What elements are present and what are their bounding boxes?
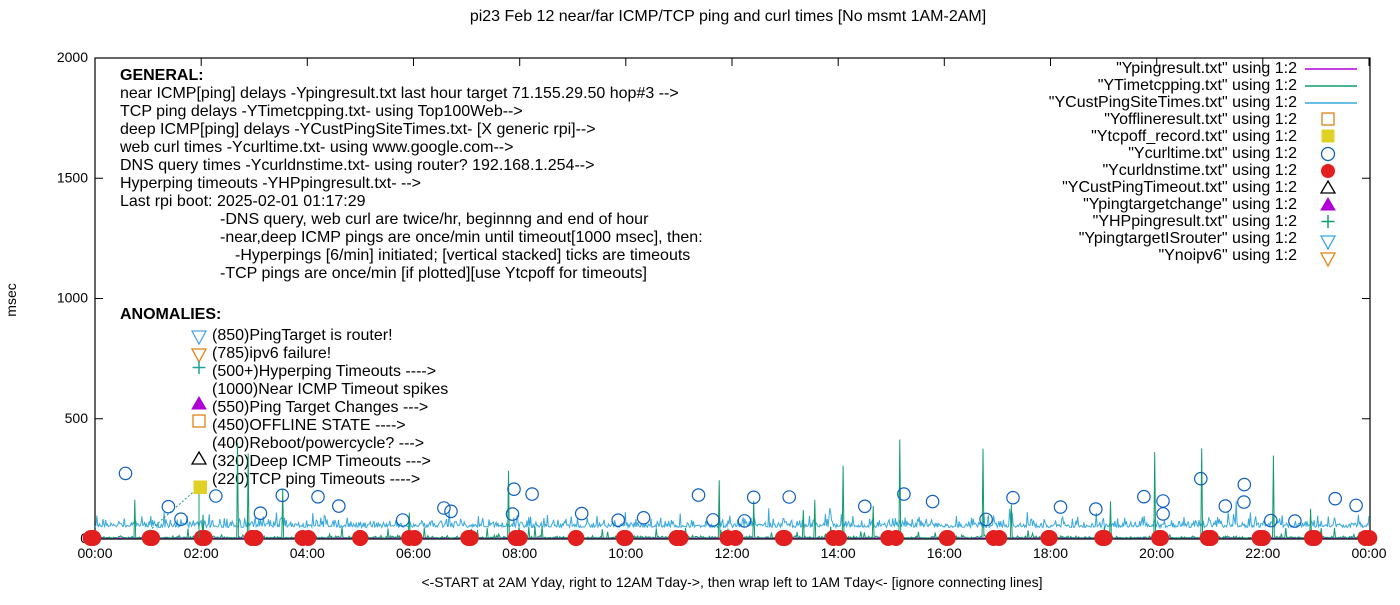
svg-text:(220)TCP ping Timeouts ---->: (220)TCP ping Timeouts ----> [212,471,420,488]
svg-text:-TCP pings are once/min [if pl: -TCP pings are once/min [if plotted][use… [220,265,647,282]
svg-text:2000: 2000 [57,49,88,65]
svg-text:"YHPpingresult.txt" using 1:2: "YHPpingresult.txt" using 1:2 [1093,213,1297,230]
svg-text:"Ynoipv6" using 1:2: "Ynoipv6" using 1:2 [1158,247,1297,264]
svg-text:TCP ping delays -YTimetcpping.: TCP ping delays -YTimetcpping.txt- using… [120,103,523,120]
svg-text:(850)PingTarget is router!: (850)PingTarget is router! [212,327,393,344]
svg-text:(320)Deep ICMP Timeouts --->: (320)Deep ICMP Timeouts ---> [212,453,431,470]
svg-text:12:00: 12:00 [714,545,749,561]
svg-text:16:00: 16:00 [927,545,962,561]
svg-text:web curl times -Ycurltime.txt-: web curl times -Ycurltime.txt- using www… [119,139,513,156]
svg-text:-near,deep ICMP pings are once: -near,deep ICMP pings are once/min until… [220,229,703,246]
svg-text:pi23 Feb 12 near/far ICMP/TCP: pi23 Feb 12 near/far ICMP/TCP ping and c… [470,8,986,25]
svg-text:18:00: 18:00 [1033,545,1068,561]
svg-text:04:00: 04:00 [290,545,325,561]
svg-text:(1000)Near ICMP Timeout spikes: (1000)Near ICMP Timeout spikes [212,381,448,398]
svg-text:"YTimetcpping.txt" using 1:2: "YTimetcpping.txt" using 1:2 [1098,77,1297,94]
svg-text:22:00: 22:00 [1245,545,1280,561]
svg-text:06:00: 06:00 [396,545,431,561]
svg-text:14:00: 14:00 [821,545,856,561]
svg-text:10:00: 10:00 [608,545,643,561]
svg-text:(400)Reboot/powercycle? --->: (400)Reboot/powercycle? ---> [212,435,424,452]
svg-text:(500+)Hyperping Timeouts ---->: (500+)Hyperping Timeouts ----> [212,363,436,380]
svg-text:near ICMP[ping] delays -Ypingr: near ICMP[ping] delays -Ypingresult.txt … [120,85,679,102]
svg-text:"Yofflineresult.txt" using 1:2: "Yofflineresult.txt" using 1:2 [1104,111,1297,128]
svg-text:02:00: 02:00 [184,545,219,561]
svg-text:"Ycurldnstime.txt" using 1:2: "Ycurldnstime.txt" using 1:2 [1102,162,1297,179]
svg-text:500: 500 [65,410,89,426]
svg-text:00:00: 00:00 [1351,545,1386,561]
svg-text:ANOMALIES:: ANOMALIES: [120,306,221,323]
svg-text:msec: msec [3,283,19,316]
svg-text:DNS query times -Ycurldnstime.: DNS query times -Ycurldnstime.txt- using… [120,157,594,174]
svg-text:00:00: 00:00 [77,545,112,561]
svg-text:Last rpi boot: 2025-02-01 01:1: Last rpi boot: 2025-02-01 01:17:29 [120,193,366,210]
svg-text:-Hyperpings [6/min] initiated;: -Hyperpings [6/min] initiated; [vertical… [235,247,690,264]
svg-text:GENERAL:: GENERAL: [120,67,204,84]
svg-text:deep ICMP[ping] delays -YCustP: deep ICMP[ping] delays -YCustPingSiteTim… [120,121,596,138]
svg-text:20:00: 20:00 [1139,545,1174,561]
svg-text:"YCustPingSiteTimes.txt" using: "YCustPingSiteTimes.txt" using 1:2 [1049,94,1297,111]
svg-text:-DNS query, web curl are twice: -DNS query, web curl are twice/hr, begin… [220,211,649,228]
svg-text:<-START at 2AM Yday, right to: <-START at 2AM Yday, right to 12AM Tday-… [421,574,1042,590]
svg-text:"YCustPingTimeout.txt" using 1: "YCustPingTimeout.txt" using 1:2 [1062,179,1297,196]
svg-text:(785)ipv6 failure!: (785)ipv6 failure! [212,345,331,362]
svg-text:"Ytcpoff_record.txt" using 1:2: "Ytcpoff_record.txt" using 1:2 [1091,128,1297,145]
svg-text:(550)Ping Target Changes --->: (550)Ping Target Changes ---> [212,399,428,416]
svg-text:"Ypingresult.txt" using 1:2: "Ypingresult.txt" using 1:2 [1116,60,1297,77]
svg-text:08:00: 08:00 [502,545,537,561]
svg-text:1500: 1500 [57,169,88,185]
svg-text:"Ycurltime.txt" using 1:2: "Ycurltime.txt" using 1:2 [1128,145,1297,162]
svg-text:Hyperping timeouts -YHPpingres: Hyperping timeouts -YHPpingresult.txt- -… [120,175,421,192]
svg-text:(450)OFFLINE STATE ---->: (450)OFFLINE STATE ----> [212,417,406,434]
svg-text:"YpingtargetISrouter" using 1:: "YpingtargetISrouter" using 1:2 [1079,230,1297,247]
svg-text:"Ypingtargetchange" using 1:2: "Ypingtargetchange" using 1:2 [1083,196,1297,213]
svg-text:1000: 1000 [57,290,88,306]
